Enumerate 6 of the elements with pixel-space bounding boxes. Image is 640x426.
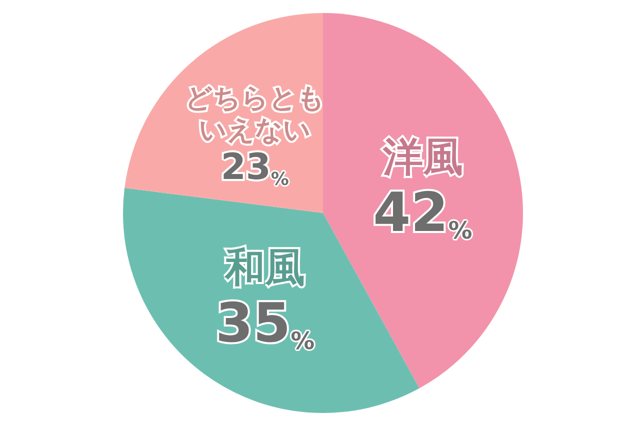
slice-label: 洋風: [382, 134, 463, 180]
data-label: 35%: [216, 292, 315, 356]
slice-label: どちらともいえない: [184, 83, 325, 146]
data-label: 42%: [373, 180, 472, 244]
data-label: 23%: [220, 147, 289, 190]
slice-label: 和風: [224, 245, 306, 292]
